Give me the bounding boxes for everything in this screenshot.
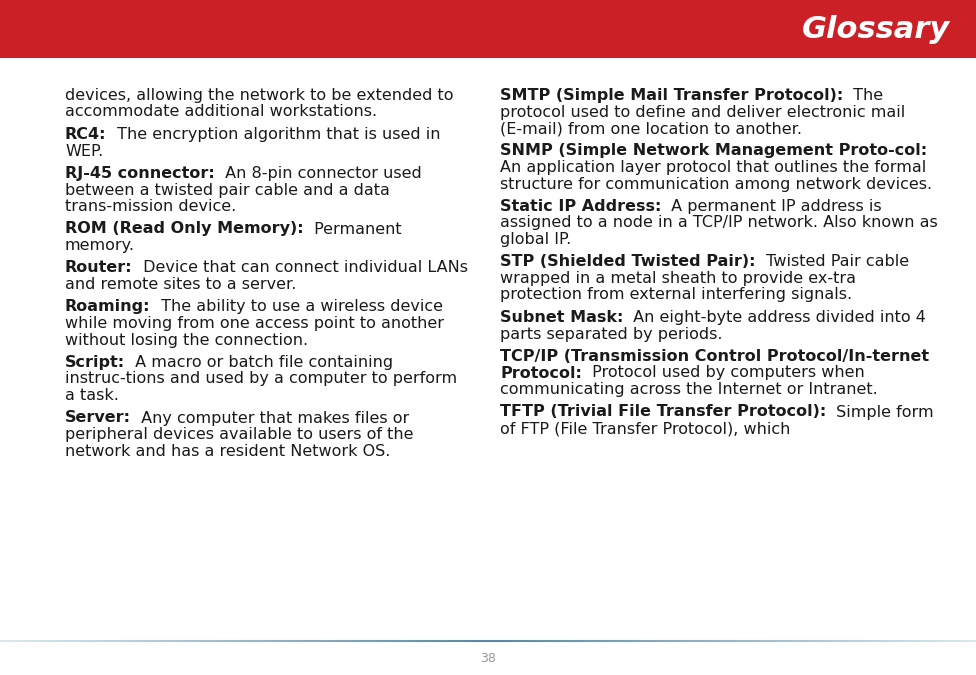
Text: Simple form: Simple form — [832, 404, 934, 419]
Text: network and has a resident Network OS.: network and has a resident Network OS. — [65, 443, 390, 458]
Text: TFTP (Trivial File Transfer Protocol):: TFTP (Trivial File Transfer Protocol): — [500, 404, 827, 419]
Text: (E-mail) from one location to another.: (E-mail) from one location to another. — [500, 121, 802, 136]
Text: Script:: Script: — [65, 355, 125, 370]
Text: 38: 38 — [480, 651, 496, 664]
Text: wrapped in a metal sheath to provide ex-tra: wrapped in a metal sheath to provide ex-… — [500, 271, 856, 286]
Text: parts separated by periods.: parts separated by periods. — [500, 327, 722, 342]
Text: instruc-tions and used by a computer to perform: instruc-tions and used by a computer to … — [65, 371, 457, 387]
Text: TCP/IP (Transmission Control Protocol/In-ternet: TCP/IP (Transmission Control Protocol/In… — [500, 349, 929, 364]
Text: between a twisted pair cable and a data: between a twisted pair cable and a data — [65, 182, 389, 198]
Text: a task.: a task. — [65, 388, 119, 403]
Text: Protocol:: Protocol: — [500, 365, 582, 381]
Text: STP (Shielded Twisted Pair):: STP (Shielded Twisted Pair): — [500, 254, 755, 269]
Text: Permanent: Permanent — [308, 221, 401, 236]
Text: protocol used to define and deliver electronic mail: protocol used to define and deliver elec… — [500, 105, 906, 119]
Text: structure for communication among network devices.: structure for communication among networ… — [500, 176, 932, 192]
Text: global IP.: global IP. — [500, 232, 571, 247]
Text: and remote sites to a server.: and remote sites to a server. — [65, 277, 297, 292]
Text: without losing the connection.: without losing the connection. — [65, 333, 308, 348]
Text: trans-mission device.: trans-mission device. — [65, 199, 236, 214]
Text: An eight-byte address divided into 4: An eight-byte address divided into 4 — [629, 310, 926, 325]
Text: memory.: memory. — [65, 238, 135, 253]
Text: assigned to a node in a TCP/IP network. Also known as: assigned to a node in a TCP/IP network. … — [500, 215, 938, 230]
Text: ROM (Read Only Memory):: ROM (Read Only Memory): — [65, 221, 304, 236]
Text: SMTP (Simple Mail Transfer Protocol):: SMTP (Simple Mail Transfer Protocol): — [500, 88, 843, 103]
Text: accommodate additional workstations.: accommodate additional workstations. — [65, 105, 377, 119]
Text: Router:: Router: — [65, 261, 133, 275]
Text: Roaming:: Roaming: — [65, 300, 150, 315]
Text: RC4:: RC4: — [65, 127, 106, 142]
Text: of FTP (File Transfer Protocol), which: of FTP (File Transfer Protocol), which — [500, 421, 791, 436]
Text: peripheral devices available to users of the: peripheral devices available to users of… — [65, 427, 414, 442]
Text: Twisted Pair cable: Twisted Pair cable — [760, 254, 909, 269]
Text: An 8-pin connector used: An 8-pin connector used — [220, 166, 422, 181]
Text: protection from external interfering signals.: protection from external interfering sig… — [500, 288, 852, 302]
Text: Glossary: Glossary — [801, 14, 950, 43]
Text: Static IP Address:: Static IP Address: — [500, 199, 662, 214]
Text: Subnet Mask:: Subnet Mask: — [500, 310, 624, 325]
Text: The ability to use a wireless device: The ability to use a wireless device — [155, 300, 443, 315]
Text: communicating across the Internet or Intranet.: communicating across the Internet or Int… — [500, 382, 877, 397]
Bar — [0, 0, 976, 58]
Text: SNMP (Simple Network Management Proto-col:: SNMP (Simple Network Management Proto-co… — [500, 144, 927, 159]
Text: A permanent IP address is: A permanent IP address is — [667, 199, 882, 214]
Text: WEP.: WEP. — [65, 144, 103, 159]
Text: RJ-45 connector:: RJ-45 connector: — [65, 166, 215, 181]
Text: devices, allowing the network to be extended to: devices, allowing the network to be exte… — [65, 88, 454, 103]
Text: Server:: Server: — [65, 410, 131, 425]
Text: A macro or batch file containing: A macro or batch file containing — [130, 355, 393, 370]
Text: The encryption algorithm that is used in: The encryption algorithm that is used in — [111, 127, 440, 142]
Text: An application layer protocol that outlines the formal: An application layer protocol that outli… — [500, 160, 926, 175]
Text: Any computer that makes files or: Any computer that makes files or — [136, 410, 409, 425]
Text: The: The — [848, 88, 883, 103]
Text: Device that can connect individual LANs: Device that can connect individual LANs — [138, 261, 468, 275]
Text: Protocol used by computers when: Protocol used by computers when — [587, 365, 865, 381]
Text: while moving from one access point to another: while moving from one access point to an… — [65, 316, 444, 331]
